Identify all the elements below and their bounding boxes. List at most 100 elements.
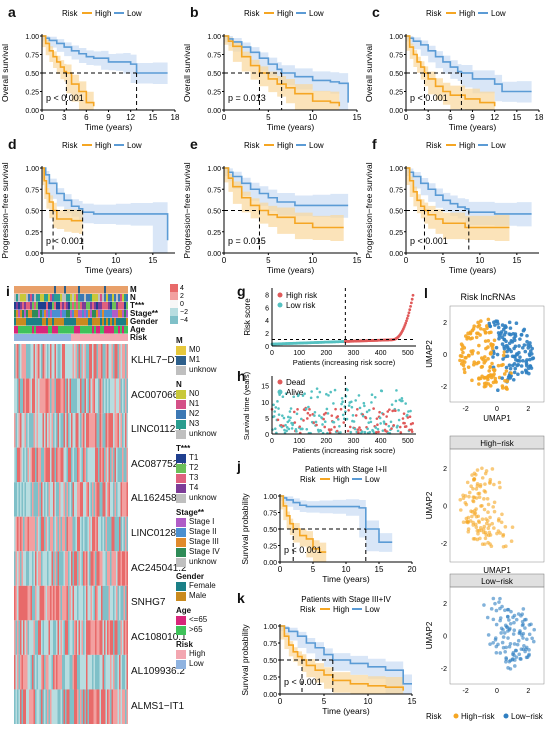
alive-point — [361, 414, 365, 418]
x-tick-label: -2 — [463, 688, 469, 695]
low-risk-point — [526, 346, 531, 350]
heatmap-cell — [54, 516, 57, 552]
high-risk-point — [486, 502, 491, 507]
heatmap-cell — [41, 654, 43, 690]
umap-title: Risk lncRNAs — [460, 292, 516, 302]
km-legend-high: High — [459, 141, 475, 150]
x-tick-label: 5 — [311, 565, 316, 574]
heatmap-cell — [32, 585, 34, 621]
dead-point — [375, 417, 379, 420]
alive-point — [394, 399, 398, 403]
annotation-cell — [122, 318, 125, 326]
heatmap-cell — [113, 378, 115, 414]
heatmap-cell — [90, 413, 93, 448]
dead-point — [308, 414, 312, 417]
heatmap-cell — [114, 516, 117, 552]
heatmap-cell — [14, 689, 16, 724]
heatmap-cell — [45, 516, 48, 552]
low-risk-point — [516, 638, 521, 643]
heatmap-cell — [77, 482, 79, 517]
heatmap-cell — [84, 654, 87, 690]
high-risk-point — [476, 360, 481, 365]
low-risk-point — [517, 359, 522, 363]
alive-point — [323, 420, 327, 424]
high-risk-point — [474, 507, 478, 511]
annotation-cell — [86, 318, 89, 326]
annotation-cell — [90, 302, 93, 310]
heatmap-cell — [95, 654, 97, 690]
ci-band-low — [406, 36, 532, 103]
heatmap-cell — [117, 516, 120, 552]
alive-point — [284, 423, 287, 427]
annotation-cell — [66, 310, 69, 318]
annotation-cell — [28, 310, 31, 318]
low-risk-point — [507, 320, 512, 325]
x-tick-label: 15 — [148, 113, 157, 122]
heatmap-cell — [51, 551, 54, 586]
heatmap-cell — [86, 585, 88, 621]
annotation-cell — [78, 302, 81, 310]
heatmap-cell — [83, 620, 85, 655]
heatmap-cell — [47, 620, 49, 655]
low-risk-point — [507, 618, 511, 622]
y-tick-label: 0.25 — [207, 230, 221, 237]
x-tick-label: 200 — [320, 350, 332, 357]
heatmap-cell — [59, 620, 61, 655]
heatmap-cell — [99, 516, 102, 552]
heatmap-cell — [59, 551, 61, 586]
p-value: p < 0.001 — [46, 93, 84, 103]
high-risk-point — [466, 353, 471, 358]
heatmap-cell — [123, 482, 126, 517]
heatmap-cell — [50, 585, 52, 621]
annotation-cell — [44, 286, 47, 294]
heatmap-cell — [60, 447, 63, 483]
alive-point — [318, 390, 322, 394]
p-value: p < 0.001 — [410, 236, 448, 246]
annotation-cell — [90, 318, 93, 326]
heatmap-cell — [110, 585, 112, 621]
annotation-cell — [44, 294, 47, 302]
dead-point — [324, 411, 328, 415]
x-tick-label: 15 — [512, 256, 521, 265]
high-risk-point — [485, 326, 489, 331]
heatmap-cell — [57, 689, 60, 724]
heatmap-cell — [95, 689, 97, 724]
heatmap-cell — [26, 447, 28, 483]
annotation-cell — [94, 302, 97, 310]
high-risk-point — [480, 504, 484, 508]
heatmap-cell — [23, 413, 25, 448]
dead-point — [411, 422, 415, 425]
high-risk-point — [488, 515, 492, 520]
heatmap-cell — [35, 378, 37, 414]
heatmap-cell — [57, 516, 60, 552]
high-risk-point — [480, 542, 485, 547]
low-risk-point — [486, 633, 491, 637]
heatmap-cell — [69, 516, 72, 552]
heatmap-cell — [110, 413, 112, 448]
heatmap-cell — [42, 551, 45, 586]
x-tick-label: 9 — [470, 113, 475, 122]
high-risk-point — [477, 495, 482, 500]
ci-band-low — [280, 496, 393, 552]
low-risk-point — [519, 614, 523, 618]
heatmap-cell — [41, 516, 43, 552]
high-risk-point — [475, 528, 480, 533]
risk-annotation-high — [71, 334, 128, 341]
low-risk-point — [504, 657, 509, 661]
heatmap-cell — [96, 516, 99, 552]
heatmap-cell — [71, 585, 73, 621]
heatmap-cell — [81, 551, 84, 586]
heatmap-cell — [86, 689, 88, 724]
heatmap-cell — [44, 516, 46, 552]
annotation-cell — [88, 302, 91, 310]
y-axis-label: Progression−free survival — [364, 162, 374, 258]
heatmap-cell — [114, 620, 117, 655]
heatmap-cell — [60, 620, 63, 655]
heatmap-cell — [99, 413, 102, 448]
heatmap-cell — [68, 413, 70, 448]
annotation-cell — [120, 326, 123, 334]
heatmap-cell — [50, 378, 52, 414]
low-risk-point — [518, 630, 522, 635]
heatmap-cell — [114, 689, 117, 724]
